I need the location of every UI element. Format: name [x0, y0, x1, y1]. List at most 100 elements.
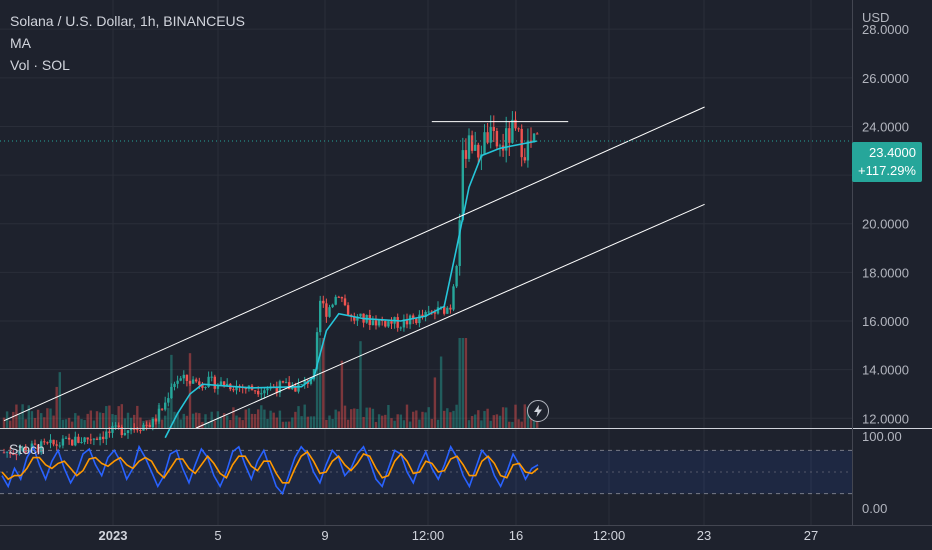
candle-body [458, 220, 461, 266]
candle-body [204, 386, 207, 388]
current-price-value: 23.4000 [869, 145, 916, 160]
candle-body [328, 307, 331, 317]
candle-body [371, 320, 375, 326]
x-tick-label: 12:00 [412, 528, 445, 543]
candle-body [210, 376, 213, 378]
volume-bar [219, 417, 223, 428]
y-tick-label: 28.0000 [862, 22, 909, 37]
candle-body [167, 398, 170, 403]
candle-body [402, 319, 406, 328]
candle-body [384, 320, 387, 327]
candle-body [257, 390, 260, 395]
candle-body [89, 439, 92, 441]
volume-bar [492, 415, 495, 428]
volume-bar [49, 408, 52, 428]
candle-body [232, 389, 235, 391]
volume-bar [427, 407, 430, 428]
volume-bar [337, 411, 340, 428]
candle-body [486, 132, 489, 143]
volume-bar [272, 412, 275, 428]
volume-bar [92, 420, 96, 428]
candle-body [71, 439, 74, 446]
volume-indicator-label[interactable]: Vol · SOL [10, 57, 70, 73]
volume-bar [418, 419, 421, 428]
volume-bar [275, 417, 278, 428]
volume-bar [229, 419, 232, 428]
candle-body [343, 298, 347, 306]
y-tick-label: 16.0000 [862, 314, 909, 329]
volume-bar [241, 420, 244, 428]
grid [0, 0, 852, 525]
volume-bar [2, 417, 6, 428]
ma-line [164, 140, 538, 439]
volume-bar [105, 406, 108, 428]
candle-body [260, 393, 263, 395]
candle-body [244, 388, 247, 390]
chart-legend: Solana / U.S. Dollar, 1h, BINANCEUS MA V… [10, 10, 245, 76]
volume-bar [346, 419, 350, 428]
candle-body [266, 388, 269, 391]
stoch-indicator-label[interactable]: Stoch [9, 441, 45, 457]
stoch-pane[interactable] [0, 444, 852, 496]
candle-body [64, 437, 68, 439]
lightning-button[interactable] [527, 400, 549, 422]
symbol-title[interactable]: Solana / U.S. Dollar, 1h, BINANCEUS [10, 13, 245, 29]
volume-bar [15, 404, 18, 428]
candle-body [263, 390, 266, 394]
volume-bar [334, 409, 337, 428]
candle-body [470, 135, 474, 151]
candle-body [92, 438, 96, 440]
volume-bar [449, 412, 452, 428]
stoch-tick-label: 100.00 [862, 429, 902, 444]
candle-body [489, 127, 492, 143]
currency-label: USD [862, 10, 889, 25]
candle-body [421, 314, 424, 317]
candle-body [346, 305, 350, 315]
candle-body [532, 133, 536, 143]
volume-bar [33, 417, 37, 428]
volume-bar [278, 410, 282, 428]
candle-body [415, 318, 418, 324]
volume-bar [505, 407, 508, 428]
volume-bar [325, 419, 328, 428]
candle-body [514, 119, 517, 129]
volume-bar [257, 409, 260, 428]
stoch-tick-label: 0.00 [862, 501, 887, 516]
candle-body [474, 144, 477, 151]
candle-body [139, 430, 142, 432]
candle-body [492, 127, 495, 131]
volume-bar [67, 417, 71, 428]
candle-body [151, 418, 154, 428]
candle-body [5, 451, 9, 453]
volume-bar [396, 414, 399, 428]
candle-body [523, 157, 526, 161]
volume-bar [340, 360, 344, 428]
candle-body [55, 444, 58, 446]
x-tick-label: 16 [509, 528, 523, 543]
candle-body [325, 303, 328, 317]
ma-indicator-label[interactable]: MA [10, 35, 31, 51]
candle-body [294, 385, 297, 392]
volume-bar [415, 410, 418, 428]
candle-body [198, 381, 201, 385]
volume-bar [362, 416, 365, 428]
candle-body [526, 140, 530, 161]
volume-bar [74, 413, 77, 428]
volume-bar [381, 415, 384, 428]
candle-body [182, 374, 185, 379]
volume-bar [58, 372, 61, 428]
candle-body [495, 130, 499, 147]
candle-body [67, 437, 71, 440]
volume-bar [424, 412, 427, 428]
candle-body [446, 307, 449, 314]
volume-bar [343, 405, 347, 428]
candle-body [154, 418, 158, 422]
volume-bar [204, 414, 207, 428]
candle-body [511, 119, 514, 143]
trendlines[interactable] [3, 106, 705, 429]
volume-bar [238, 417, 241, 428]
candle-body [30, 443, 34, 451]
volume-bar [402, 420, 406, 428]
candle-body [176, 380, 179, 384]
